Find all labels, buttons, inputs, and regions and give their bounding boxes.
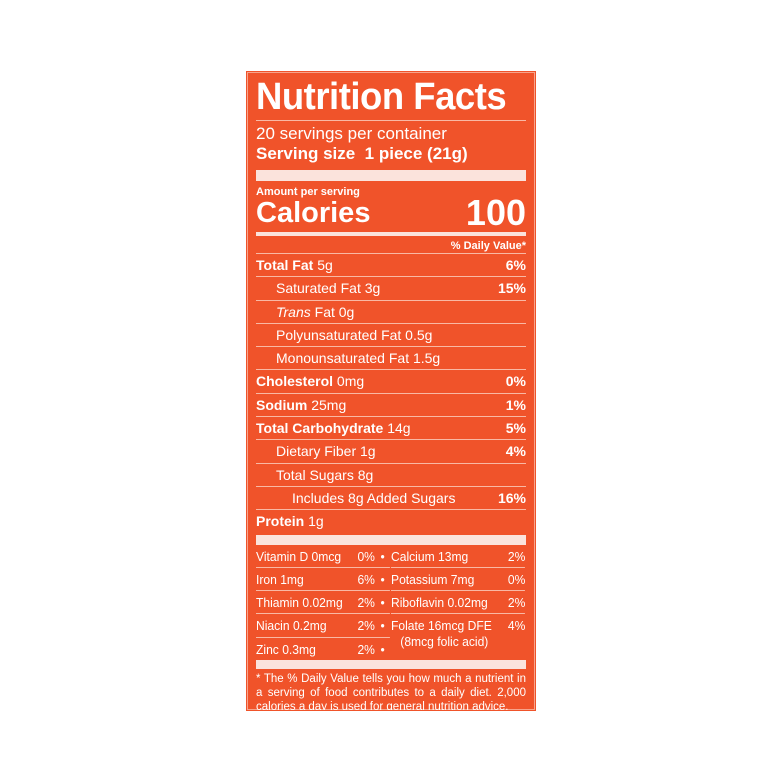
nutrient-row-trans-fat: Trans Fat 0g [256, 299, 526, 323]
vitamin-row: Iron 1mg 6% • [256, 568, 391, 592]
amount-per-serving: Amount per serving [256, 186, 360, 198]
calories-label: Calories [256, 197, 371, 229]
nutrient-row-protein: Protein 1g [256, 509, 526, 532]
vitamin-row: Thiamin 0.02mg 2% • [256, 591, 391, 615]
thick-divider [256, 534, 526, 545]
nutrient-row-monounsaturated-fat: Monounsaturated Fat 1.5g [256, 346, 526, 369]
nutrient-row-sodium: Sodium 25mg 1% [256, 392, 526, 416]
vitamin-row: Vitamin D 0mcg 0% • [256, 545, 391, 568]
nutrient-row-total-sugars: Total Sugars 8g [256, 462, 526, 486]
nutrient-row-saturated-fat: Saturated Fat 3g 15% [256, 276, 526, 299]
vitamin-row: Riboflavin 0.02mg 2% [391, 591, 526, 615]
servings-per-container: 20 servings per container [256, 124, 447, 143]
calories-row: Calories 100 [256, 192, 526, 233]
nutrient-row-cholesterol: Cholesterol 0mg 0% [256, 369, 526, 392]
thick-divider [256, 660, 526, 670]
vitamin-row: Zinc 0.3mg 2% • [256, 641, 385, 657]
footnote: * The % Daily Value tells you how much a… [256, 673, 526, 714]
vitamin-row: Calcium 13mg 2% [391, 545, 526, 568]
vitamin-row-folate: Folate 16mcg DFE (8mcg folic acid) 4% [391, 618, 526, 650]
nutrient-row-dietary-fiber: Dietary Fiber 1g 4% [256, 439, 526, 462]
daily-value-header: % Daily Value* [450, 240, 526, 252]
serving-size: Serving size 1 piece (21g) [256, 144, 468, 163]
nutrient-row-total-fat: Total Fat 5g 6% [256, 253, 526, 276]
vitamin-row: Niacin 0.2mg 2% • [256, 614, 391, 638]
vitamin-left-stack: Niacin 0.2mg 2% • Zinc 0.3mg 2% • [256, 614, 391, 660]
nutrient-row-polyunsaturated-fat: Polyunsaturated Fat 0.5g [256, 322, 526, 346]
vitamins-minerals: Vitamin D 0mcg 0% • Calcium 13mg 2% Iron 1m… [256, 545, 526, 660]
nutrient-row-added-sugars: Includes 8g Added Sugars 16% [256, 485, 526, 509]
label-title: Nutrition Facts [256, 76, 507, 118]
thick-divider [256, 170, 526, 181]
divider [256, 120, 526, 121]
nutrition-facts-label: Nutrition Facts 20 servings per containe… [246, 71, 536, 713]
calories-value: 100 [465, 192, 526, 233]
nutrient-row-total-carbohydrate: Total Carbohydrate 14g 5% [256, 416, 526, 439]
vitamin-row: Potassium 7mg 0% [391, 568, 526, 592]
medium-divider [256, 232, 526, 236]
